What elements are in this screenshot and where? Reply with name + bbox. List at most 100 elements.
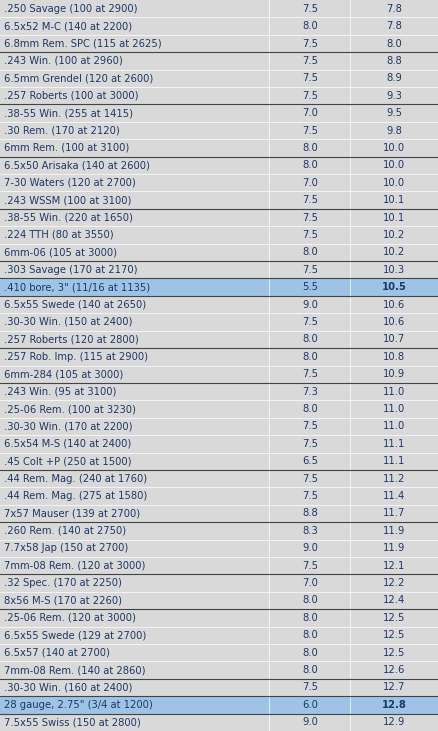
Text: .30-30 Win. (160 at 2400): .30-30 Win. (160 at 2400) [4,683,132,692]
Text: 12.4: 12.4 [383,596,405,605]
Text: 12.5: 12.5 [383,613,406,623]
Text: 6.5x50 Arisaka (140 at 2600): 6.5x50 Arisaka (140 at 2600) [4,160,150,170]
Text: 10.5: 10.5 [382,282,406,292]
Bar [0,366,438,383]
Bar [0,713,438,731]
Bar [0,18,438,35]
Text: .243 WSSM (100 at 3100): .243 WSSM (100 at 3100) [4,195,131,205]
Bar [0,452,438,470]
Text: 7x57 Mauser (139 at 2700): 7x57 Mauser (139 at 2700) [4,509,140,518]
Text: 11.0: 11.0 [383,421,405,431]
Text: 10.7: 10.7 [383,334,405,344]
Bar [0,435,438,452]
Bar [0,139,438,156]
Text: 12.2: 12.2 [383,578,406,588]
Text: 9.0: 9.0 [302,543,318,553]
Text: 9.5: 9.5 [386,108,402,118]
Text: .410 bore, 3" (11/16 at 1135): .410 bore, 3" (11/16 at 1135) [4,282,150,292]
Text: 11.1: 11.1 [383,439,406,449]
Text: 11.9: 11.9 [383,543,406,553]
Text: 12.6: 12.6 [383,665,406,675]
Bar [0,522,438,539]
Text: 6mm-284 (105 at 3000): 6mm-284 (105 at 3000) [4,369,123,379]
Text: 7.5: 7.5 [302,561,318,571]
Text: .25-06 Rem. (120 at 3000): .25-06 Rem. (120 at 3000) [4,613,136,623]
Bar [0,504,438,522]
Text: 7.7x58 Jap (150 at 2700): 7.7x58 Jap (150 at 2700) [4,543,128,553]
Bar [0,35,438,52]
Bar [0,609,438,626]
Text: .243 Win. (100 at 2960): .243 Win. (100 at 2960) [4,56,123,66]
Text: 10.6: 10.6 [383,317,405,327]
Text: 11.0: 11.0 [383,387,405,397]
Text: 6.8mm Rem. SPC (115 at 2625): 6.8mm Rem. SPC (115 at 2625) [4,39,162,48]
Text: 6.5x57 (140 at 2700): 6.5x57 (140 at 2700) [4,648,110,658]
Text: 7.5: 7.5 [302,439,318,449]
Text: 6mm-06 (105 at 3000): 6mm-06 (105 at 3000) [4,247,117,257]
Text: 7.0: 7.0 [302,178,318,188]
Bar [0,69,438,87]
Bar [0,679,438,696]
Text: 8.0: 8.0 [302,613,318,623]
Bar [0,261,438,279]
Bar [0,592,438,609]
Text: .250 Savage (100 at 2900): .250 Savage (100 at 2900) [4,4,138,14]
Text: .25-06 Rem. (100 at 3230): .25-06 Rem. (100 at 3230) [4,404,136,414]
Bar [0,296,438,314]
Text: .224 TTH (80 at 3550): .224 TTH (80 at 3550) [4,230,113,240]
Text: 7.5: 7.5 [302,4,318,14]
Text: 8.0: 8.0 [302,596,318,605]
Text: 7.0: 7.0 [302,578,318,588]
Text: 10.2: 10.2 [383,247,405,257]
Text: 12.9: 12.9 [383,717,406,727]
Bar [0,575,438,592]
Bar [0,122,438,139]
Bar [0,0,438,18]
Text: 9.8: 9.8 [386,126,402,135]
Text: 12.1: 12.1 [383,561,406,571]
Text: 8.0: 8.0 [302,143,318,153]
Text: 8.0: 8.0 [302,352,318,362]
Bar [0,662,438,679]
Text: 7.5: 7.5 [302,317,318,327]
Bar [0,539,438,557]
Text: 8.8: 8.8 [386,56,402,66]
Text: 7.5: 7.5 [302,126,318,135]
Bar [0,156,438,174]
Text: 8.0: 8.0 [302,665,318,675]
Bar [0,417,438,435]
Text: 10.0: 10.0 [383,143,405,153]
Text: 7mm-08 Rem. (120 at 3000): 7mm-08 Rem. (120 at 3000) [4,561,145,571]
Text: .257 Roberts (120 at 2800): .257 Roberts (120 at 2800) [4,334,139,344]
Text: 11.7: 11.7 [383,509,406,518]
Bar [0,209,438,227]
Bar [0,644,438,662]
Text: 9.0: 9.0 [302,717,318,727]
Text: 8.0: 8.0 [386,39,402,48]
Text: 7.5: 7.5 [302,56,318,66]
Bar [0,279,438,296]
Text: .30-30 Win. (170 at 2200): .30-30 Win. (170 at 2200) [4,421,133,431]
Text: 6.5x55 Swede (129 at 2700): 6.5x55 Swede (129 at 2700) [4,630,146,640]
Text: 6.5x52 M-C (140 at 2200): 6.5x52 M-C (140 at 2200) [4,21,132,31]
Text: 8.0: 8.0 [302,21,318,31]
Text: 11.9: 11.9 [383,526,406,536]
Text: 7-30 Waters (120 at 2700): 7-30 Waters (120 at 2700) [4,178,136,188]
Text: 7.0: 7.0 [302,108,318,118]
Text: 8x56 M-S (170 at 2260): 8x56 M-S (170 at 2260) [4,596,122,605]
Text: 7.5: 7.5 [302,39,318,48]
Text: 10.0: 10.0 [383,160,405,170]
Text: 11.4: 11.4 [383,491,405,501]
Text: 11.2: 11.2 [383,474,406,484]
Text: 7.5: 7.5 [302,73,318,83]
Text: 8.0: 8.0 [302,648,318,658]
Text: 7mm-08 Rem. (140 at 2860): 7mm-08 Rem. (140 at 2860) [4,665,145,675]
Bar [0,243,438,261]
Bar [0,557,438,575]
Text: .38-55 Win. (220 at 1650): .38-55 Win. (220 at 1650) [4,213,133,222]
Text: 5.5: 5.5 [302,282,318,292]
Text: 9.0: 9.0 [302,300,318,310]
Text: 10.2: 10.2 [383,230,405,240]
Bar [0,401,438,417]
Text: 6.5mm Grendel (120 at 2600): 6.5mm Grendel (120 at 2600) [4,73,153,83]
